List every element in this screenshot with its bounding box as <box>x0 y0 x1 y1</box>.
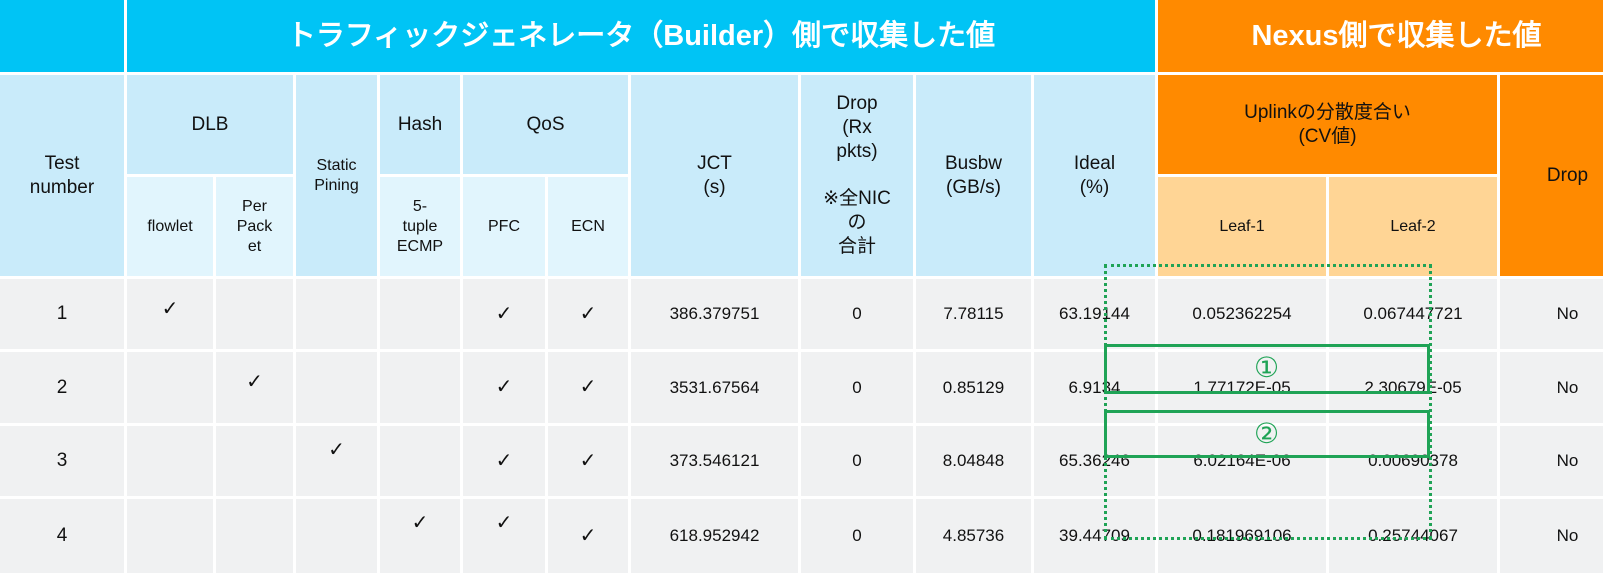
cell-ecn: ✓ <box>548 279 628 349</box>
cell-leaf-2: 0.067447721 <box>1329 279 1497 349</box>
cell-pfc: ✓ <box>463 499 545 573</box>
cell-test-number: 4 <box>0 499 124 573</box>
cell-ideal: 39.44709 <box>1034 499 1155 573</box>
cell-ideal: 63.19144 <box>1034 279 1155 349</box>
cell-5-tuple-ecmp <box>380 426 460 496</box>
cell-busbw: 0.85129 <box>916 352 1031 423</box>
header-drop-rx: Drop (Rx pkts) ※全NIC の 合計 <box>801 75 913 276</box>
cell-jct: 373.546121 <box>631 426 798 496</box>
cell-per-packet <box>216 499 293 573</box>
cell-test-number: 3 <box>0 426 124 496</box>
cell-drop-rx: 0 <box>801 352 913 423</box>
cell-per-packet <box>216 426 293 496</box>
cell-leaf-1: 0.052362254 <box>1158 279 1326 349</box>
header-drop: Drop <box>1500 75 1603 276</box>
header-static-pining: Static Pining <box>296 75 377 276</box>
cell-5-tuple-ecmp <box>380 352 460 423</box>
cell-flowlet: ✓ <box>127 279 213 349</box>
cell-static-pining <box>296 279 377 349</box>
corner-cell <box>0 0 124 72</box>
cell-test-number: 1 <box>0 279 124 349</box>
cell-5-tuple-ecmp <box>380 279 460 349</box>
cell-5-tuple-ecmp: ✓ <box>380 499 460 573</box>
cell-busbw: 8.04848 <box>916 426 1031 496</box>
cell-drop: No <box>1500 352 1603 423</box>
header-flowlet: flowlet <box>127 177 213 276</box>
cell-test-number: 2 <box>0 352 124 423</box>
cell-ecn: ✓ <box>548 352 628 423</box>
cell-drop: No <box>1500 426 1603 496</box>
cell-static-pining: ✓ <box>296 426 377 496</box>
cell-leaf-2: 0.00690378 <box>1329 426 1497 496</box>
cell-jct: 386.379751 <box>631 279 798 349</box>
header-jct: JCT (s) <box>631 75 798 276</box>
cell-static-pining <box>296 352 377 423</box>
cell-ecn: ✓ <box>548 499 628 573</box>
header-uplink-cv: Uplinkの分散度合い (CV値) <box>1158 75 1497 174</box>
cell-static-pining <box>296 499 377 573</box>
marker-2: ② <box>1254 417 1280 450</box>
cell-ideal: 65.36246 <box>1034 426 1155 496</box>
cell-flowlet <box>127 352 213 423</box>
cell-per-packet <box>216 279 293 349</box>
cell-jct: 3531.67564 <box>631 352 798 423</box>
cell-jct: 618.952942 <box>631 499 798 573</box>
nexus-title: Nexus側で収集した値 <box>1158 0 1603 72</box>
header-ideal: Ideal (%) <box>1034 75 1155 276</box>
header-ecn: ECN <box>548 177 628 276</box>
header-dlb: DLB <box>127 75 293 174</box>
header-test-number: Test number <box>0 75 124 276</box>
marker-1: ① <box>1254 351 1280 384</box>
cell-per-packet: ✓ <box>216 352 293 423</box>
header-leaf-1: Leaf-1 <box>1158 177 1326 276</box>
cell-drop-rx: 0 <box>801 499 913 573</box>
cell-pfc: ✓ <box>463 426 545 496</box>
highlight-box-row-3 <box>1104 410 1430 458</box>
cell-busbw: 7.78115 <box>916 279 1031 349</box>
cell-busbw: 4.85736 <box>916 499 1031 573</box>
cell-pfc: ✓ <box>463 279 545 349</box>
header-qos: QoS <box>463 75 628 174</box>
cell-leaf-2: 0.25744067 <box>1329 499 1497 573</box>
cell-flowlet <box>127 426 213 496</box>
header-hash: Hash <box>380 75 460 174</box>
cell-drop: No <box>1500 499 1603 573</box>
cell-leaf-1: 6.02164E-06 <box>1158 426 1326 496</box>
cell-pfc: ✓ <box>463 352 545 423</box>
header-leaf-2: Leaf-2 <box>1329 177 1497 276</box>
cell-flowlet <box>127 499 213 573</box>
header-busbw: Busbw (GB/s) <box>916 75 1031 276</box>
cell-drop-rx: 0 <box>801 279 913 349</box>
header-per-packet: Per Pack et <box>216 177 293 276</box>
header-5-tuple-ecmp: 5- tuple ECMP <box>380 177 460 276</box>
highlight-box-row-2 <box>1104 344 1430 394</box>
cell-drop-rx: 0 <box>801 426 913 496</box>
cell-ecn: ✓ <box>548 426 628 496</box>
cell-drop: No <box>1500 279 1603 349</box>
header-pfc: PFC <box>463 177 545 276</box>
builder-title: トラフィックジェネレータ（Builder）側で収集した値 <box>127 0 1155 72</box>
cell-leaf-1: 0.181969106 <box>1158 499 1326 573</box>
